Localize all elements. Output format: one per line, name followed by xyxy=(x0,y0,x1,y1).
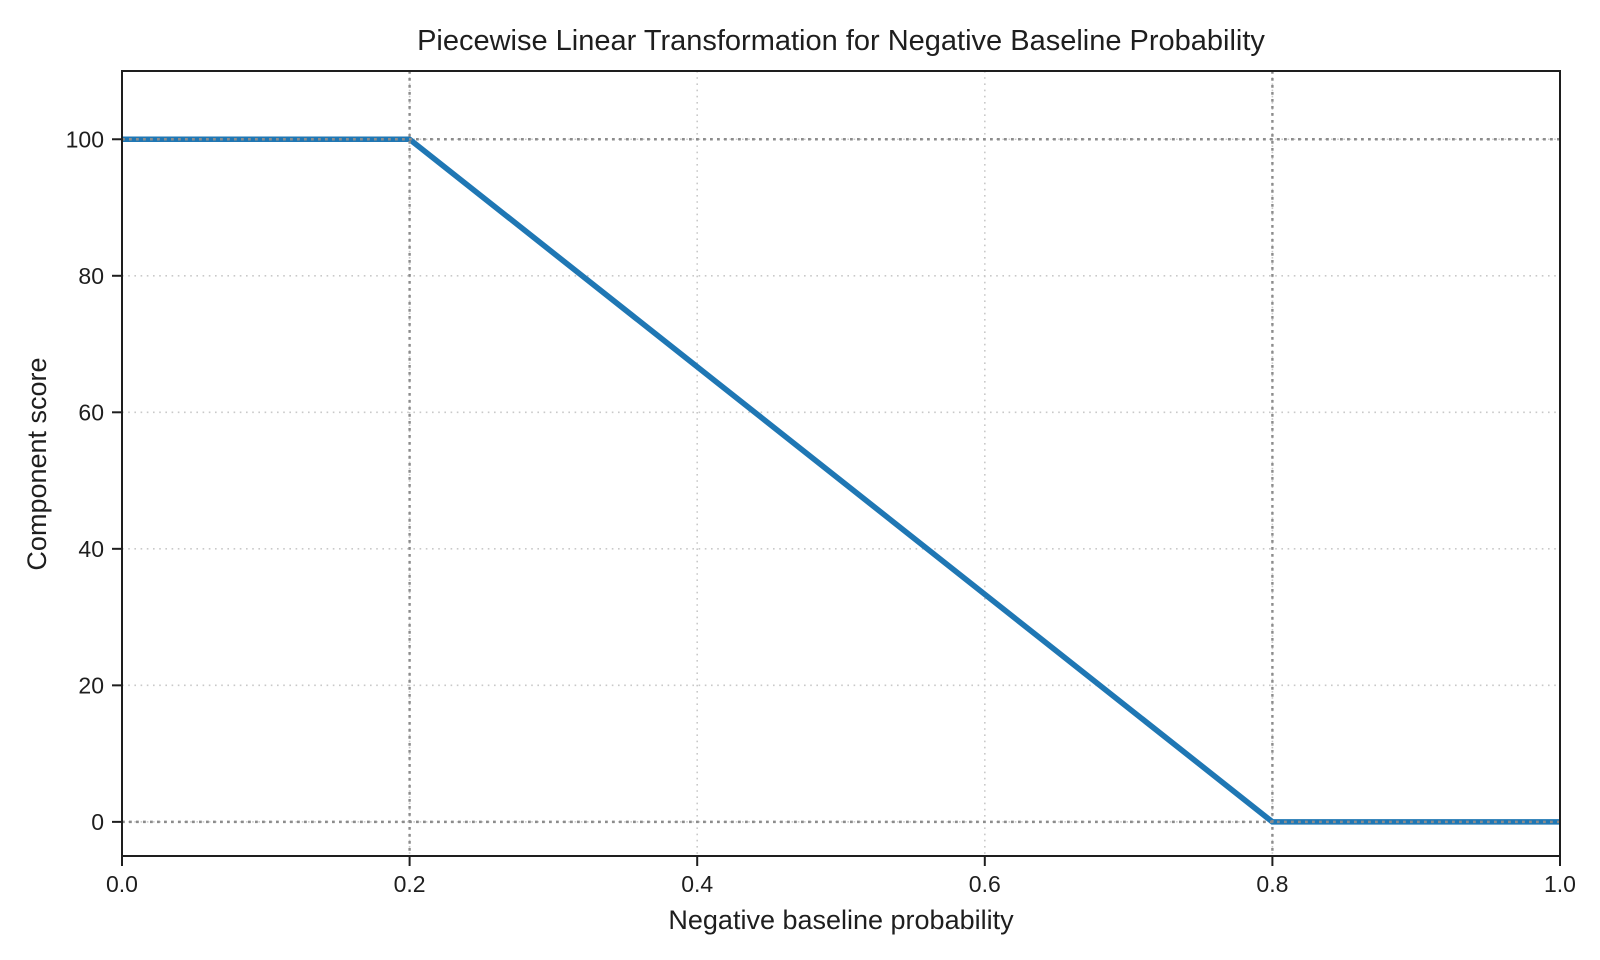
score-line xyxy=(122,136,1560,825)
y-axis-label: Component score xyxy=(22,357,52,570)
x-tick-label-0.6: 0.6 xyxy=(969,871,1001,897)
y-tick-label-80: 80 xyxy=(78,263,104,289)
tick-labels-layer: 0.0 0.2 0.4 0.6 0.8 1.0 0 20 40 60 80 100 xyxy=(66,126,1576,897)
y-tick-label-60: 60 xyxy=(78,399,104,425)
gridlines-layer xyxy=(121,71,1561,856)
reference-lines-layer xyxy=(122,71,1560,856)
x-tick-label-0.0: 0.0 xyxy=(106,871,138,897)
x-tick-label-0.4: 0.4 xyxy=(681,871,713,897)
data-series-layer xyxy=(122,136,1560,825)
x-tick-label-1.0: 1.0 xyxy=(1544,871,1576,897)
y-tick-label-100: 100 xyxy=(66,126,104,152)
x-axis-label: Negative baseline probability xyxy=(668,905,1014,935)
y-tick-label-40: 40 xyxy=(78,536,104,562)
plot-border xyxy=(121,70,1561,857)
axes-layer xyxy=(112,70,1561,866)
x-tick-label-0.8: 0.8 xyxy=(1256,871,1288,897)
y-tick-label-20: 20 xyxy=(78,672,104,698)
x-tick-label-0.2: 0.2 xyxy=(394,871,426,897)
chart-title: Piecewise Linear Transformation for Nega… xyxy=(417,25,1265,57)
y-tick-label-0: 0 xyxy=(91,809,104,835)
